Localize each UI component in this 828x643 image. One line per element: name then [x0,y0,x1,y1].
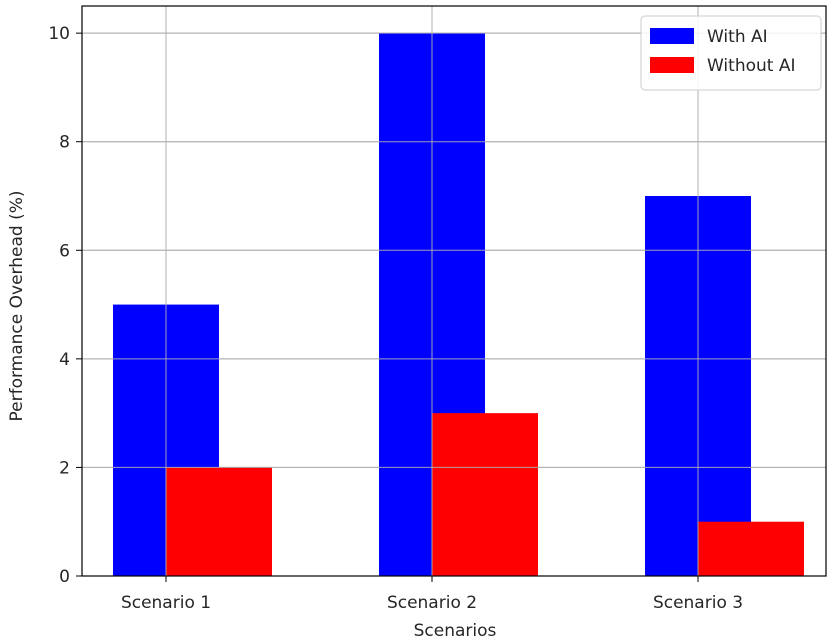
legend-label: With AI [707,27,768,47]
x-tick-label: Scenario 2 [387,593,477,613]
bars [82,6,826,577]
y-tick-label: 4 [59,350,70,370]
bar-without-ai-1 [166,467,272,576]
x-ticks: Scenario 1 Scenario 2 Scenario 3 [121,576,743,613]
bar-without-ai-3 [698,521,804,576]
legend: With AI Without AI [640,15,822,91]
x-tick-label: Scenario 3 [653,593,743,613]
legend-label: Without AI [707,56,796,76]
y-tick-label: 2 [59,458,70,478]
y-tick-label: 0 [59,567,70,587]
y-tick-label: 8 [59,133,70,153]
x-tick-label: Scenario 1 [121,593,211,613]
legend-swatch [650,57,694,73]
y-tick-label: 6 [59,241,70,261]
x-axis-label: Scenarios [414,621,497,641]
legend-swatch [650,28,694,44]
bar-without-ai-2 [432,413,538,576]
y-tick-label: 10 [48,24,70,44]
y-ticks: 0 2 4 6 8 10 [48,24,82,587]
y-axis-label: Performance Overhead (%) [7,191,27,422]
plot-frame [81,5,827,577]
axes [81,5,827,577]
